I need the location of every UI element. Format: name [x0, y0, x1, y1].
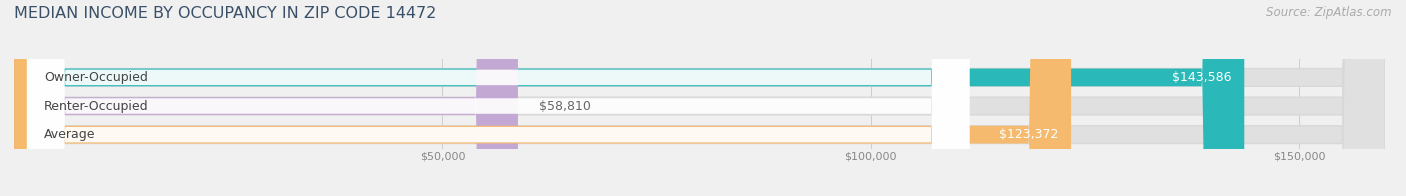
Text: MEDIAN INCOME BY OCCUPANCY IN ZIP CODE 14472: MEDIAN INCOME BY OCCUPANCY IN ZIP CODE 1… — [14, 6, 436, 21]
FancyBboxPatch shape — [27, 0, 969, 196]
Text: $143,586: $143,586 — [1173, 71, 1232, 84]
FancyBboxPatch shape — [14, 0, 1385, 196]
Text: $123,372: $123,372 — [998, 128, 1059, 141]
FancyBboxPatch shape — [27, 0, 969, 196]
Text: Source: ZipAtlas.com: Source: ZipAtlas.com — [1267, 6, 1392, 19]
Text: $58,810: $58,810 — [540, 100, 592, 113]
Text: Average: Average — [44, 128, 96, 141]
Text: Renter-Occupied: Renter-Occupied — [44, 100, 149, 113]
FancyBboxPatch shape — [27, 0, 969, 196]
FancyBboxPatch shape — [14, 0, 1385, 196]
FancyBboxPatch shape — [14, 0, 1071, 196]
FancyBboxPatch shape — [14, 0, 1244, 196]
FancyBboxPatch shape — [14, 0, 517, 196]
Text: Owner-Occupied: Owner-Occupied — [44, 71, 148, 84]
FancyBboxPatch shape — [14, 0, 1385, 196]
